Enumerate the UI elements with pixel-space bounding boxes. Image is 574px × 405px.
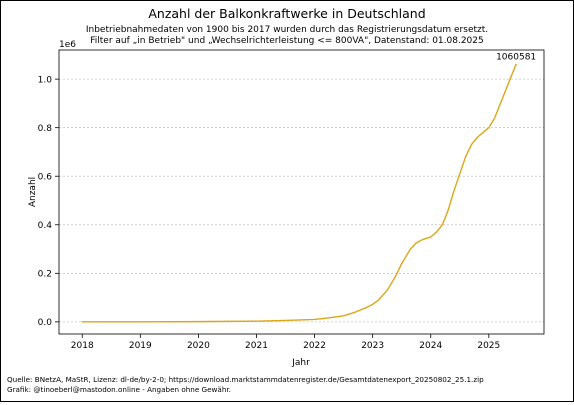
y-tick-label: 0.6 [38,172,53,182]
x-axis-label: Jahr [291,358,310,368]
x-tick-label: 2021 [245,341,268,351]
series-layer [81,63,517,323]
x-tick-label: 2019 [129,341,152,351]
y-tick-label: 1.0 [38,75,53,85]
y-tick-label: 0.8 [38,124,53,134]
chart-title: Anzahl der Balkonkraftwerke in Deutschla… [148,6,425,21]
chart-subtitle-line-1: Inbetriebnahmedaten von 1900 bis 2017 wu… [86,25,488,35]
footer-credit: Grafik: @tinoeberl@mastodon.online - Ang… [7,385,231,394]
y-exponent-label: 1e6 [59,40,76,50]
footer-source: Quelle: BNetzA, MaStR, Lizenz: dl-de/by-… [7,375,484,384]
x-tick-label: 2023 [361,341,384,351]
y-axis-label: Anzahl [28,177,38,207]
chart-subtitle-line-2: Filter auf „in Betrieb" und „Wechselrich… [90,36,484,46]
grid-layer [59,78,544,323]
last-value-annotation: 1060581 [496,52,536,62]
y-axis-ticks: 0.0 0.2 0.4 0.6 0.8 1.0 [38,75,59,328]
series-line [81,63,517,323]
x-tick-label: 2025 [477,341,500,351]
plot-frame [58,49,545,335]
x-tick-label: 2024 [419,341,442,351]
y-tick-label: 0.4 [38,221,53,231]
x-tick-label: 2020 [187,341,210,351]
y-tick-label: 0.2 [38,270,52,280]
y-tick-label: 0.0 [38,318,53,328]
x-tick-label: 2018 [71,341,94,351]
x-tick-label: 2022 [303,341,326,351]
x-axis-ticks: 2018 2019 2020 2021 2022 2023 2024 2025 [71,334,500,351]
